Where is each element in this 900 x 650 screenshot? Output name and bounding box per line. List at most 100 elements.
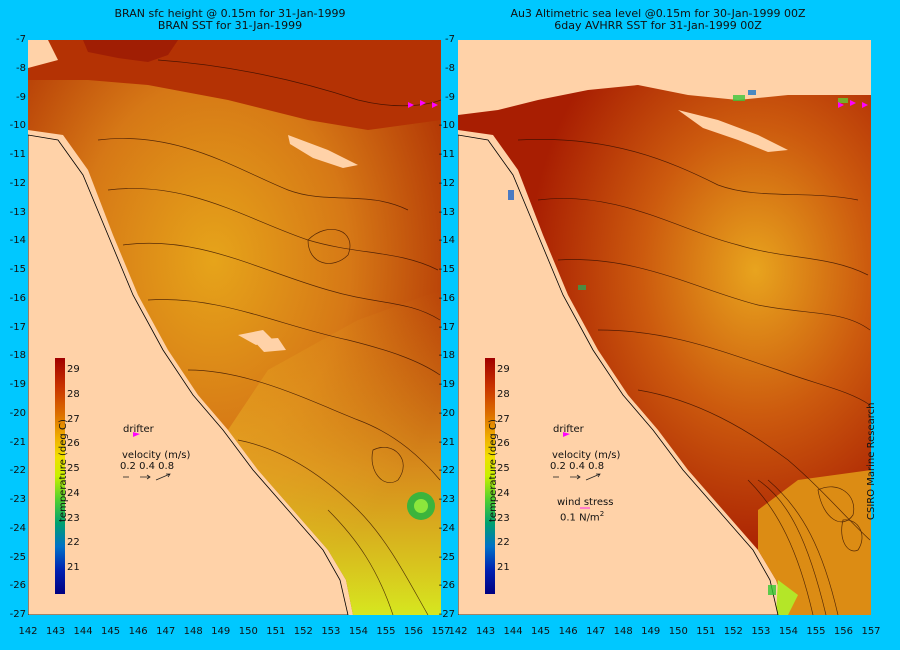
colorbar-tick: 28 (497, 388, 510, 400)
right-title-line1: Au3 Altimetric sea level @0.15m for 30-J… (510, 7, 806, 20)
lon-tick: 144 (503, 626, 523, 637)
left-drifter-legend-marker (133, 432, 140, 437)
lat-tick: -16 (438, 292, 455, 304)
lat-tick: -10 (438, 120, 455, 132)
lat-tick: -21 (9, 436, 26, 448)
right-velocity-label: velocity (m/s) (552, 450, 621, 461)
right-velocity-arrows (553, 473, 601, 509)
lat-tick: -19 (438, 379, 455, 390)
lon-tick: 153 (321, 626, 341, 637)
lon-tick: 156 (833, 626, 853, 637)
lat-tick: -8 (16, 62, 26, 74)
right-drifter-markers (838, 100, 868, 108)
left-drifter-markers (408, 100, 438, 108)
lon-tick: 155 (806, 626, 826, 637)
lon-tick: 148 (613, 626, 633, 637)
lat-tick: -15 (9, 264, 26, 275)
right-ocean-sst (458, 85, 871, 615)
lat-tick: -20 (438, 407, 455, 419)
colorbar-tick: 26 (497, 438, 510, 450)
left-velocity-scale: 0.2 0.4 0.8 (120, 461, 175, 472)
colorbar-tick: 22 (67, 537, 80, 549)
lat-tick: -25 (438, 551, 455, 563)
right-colorbar (485, 358, 495, 594)
lon-tick: 142 (18, 626, 38, 637)
lat-tick: -24 (9, 522, 26, 534)
colorbar-tick: 27 (497, 413, 510, 425)
lon-tick: 147 (586, 626, 606, 637)
left-velocity-arrows (123, 473, 171, 481)
right-wind-unit-sup: 2 (599, 510, 605, 518)
lat-tick: -14 (438, 235, 455, 247)
lon-tick: 157 (431, 626, 451, 637)
lon-tick: 146 (558, 626, 578, 637)
lat-tick: -17 (438, 321, 455, 333)
lon-tick: 146 (128, 626, 148, 637)
right-australia-coast (458, 134, 779, 615)
left-map-panel (28, 40, 441, 615)
colorbar-tick: 21 (67, 562, 80, 573)
credit-label: CSIRO Marine Research (866, 402, 877, 520)
lon-tick: 150 (668, 626, 688, 637)
lat-tick: -24 (438, 522, 455, 534)
colorbar-tick: 21 (497, 562, 510, 573)
colorbar-tick: 27 (67, 413, 80, 425)
right-title-line2: 6day AVHRR SST for 31-Jan-1999 00Z (554, 19, 762, 32)
lon-tick: 156 (403, 626, 423, 637)
colorbar-tick: 22 (497, 537, 510, 549)
lat-tick: -19 (9, 379, 26, 390)
colorbar-tick: 24 (497, 487, 510, 499)
lat-tick: -14 (9, 235, 26, 247)
lat-tick: -15 (438, 264, 455, 275)
lat-tick: -16 (9, 292, 26, 304)
colorbar-tick: 29 (67, 364, 80, 375)
lon-tick: 147 (156, 626, 176, 637)
right-cloud-noise (508, 90, 848, 595)
lon-tick: 143 (45, 626, 66, 637)
lon-tick: 150 (238, 626, 258, 637)
lat-tick: -21 (438, 436, 455, 448)
lon-tick: 149 (641, 626, 661, 637)
lat-tick: -23 (438, 494, 455, 505)
lat-tick: -11 (9, 149, 26, 160)
lon-tick: 152 (293, 626, 313, 637)
lat-tick: -13 (438, 206, 455, 218)
lon-tick: 154 (348, 626, 368, 637)
lon-tick: 145 (101, 626, 121, 637)
lon-tick: 148 (183, 626, 203, 637)
left-colorbar-title: temperature (deg C) (58, 419, 69, 522)
colorbar-tick: 26 (67, 438, 80, 450)
colorbar-tick: 24 (67, 487, 80, 499)
lat-tick: -8 (445, 62, 455, 74)
lon-tick: 143 (475, 626, 496, 637)
lon-tick: 157 (861, 626, 881, 637)
right-map-svg (458, 40, 871, 615)
lat-tick: -13 (9, 206, 26, 218)
lat-tick: -26 (438, 580, 455, 592)
lon-tick: 145 (531, 626, 551, 637)
lon-tick: 155 (376, 626, 396, 637)
lat-tick: -9 (445, 91, 455, 103)
right-map-panel (458, 40, 871, 615)
left-sea-level-contours (97, 59, 441, 615)
right-drifter-label: drifter (553, 424, 584, 435)
lat-tick: -27 (438, 609, 455, 620)
lon-tick: 142 (448, 626, 468, 637)
left-panel-title: BRAN sfc height @ 0.15m for 31-Jan-1999 … (20, 8, 440, 32)
right-drifter-legend-marker (563, 432, 570, 437)
lat-tick: -27 (9, 609, 26, 620)
right-wind-value-text: 0.1 N/m (560, 512, 600, 524)
left-velocity-label: velocity (m/s) (122, 450, 191, 461)
right-panel-title: Au3 Altimetric sea level @0.15m for 30-J… (448, 8, 868, 32)
right-png-land (458, 40, 871, 85)
colorbar-tick: 28 (67, 388, 80, 400)
colorbar-tick: 29 (497, 364, 510, 375)
right-wind-label: wind stress (557, 497, 614, 508)
lon-tick: 149 (211, 626, 231, 637)
lat-tick: -18 (438, 350, 455, 362)
lat-tick: -11 (438, 149, 455, 160)
lat-tick: -25 (9, 551, 26, 563)
lon-tick: 151 (696, 626, 716, 637)
lat-tick: -10 (9, 120, 26, 132)
right-sea-level-contours (517, 139, 871, 615)
